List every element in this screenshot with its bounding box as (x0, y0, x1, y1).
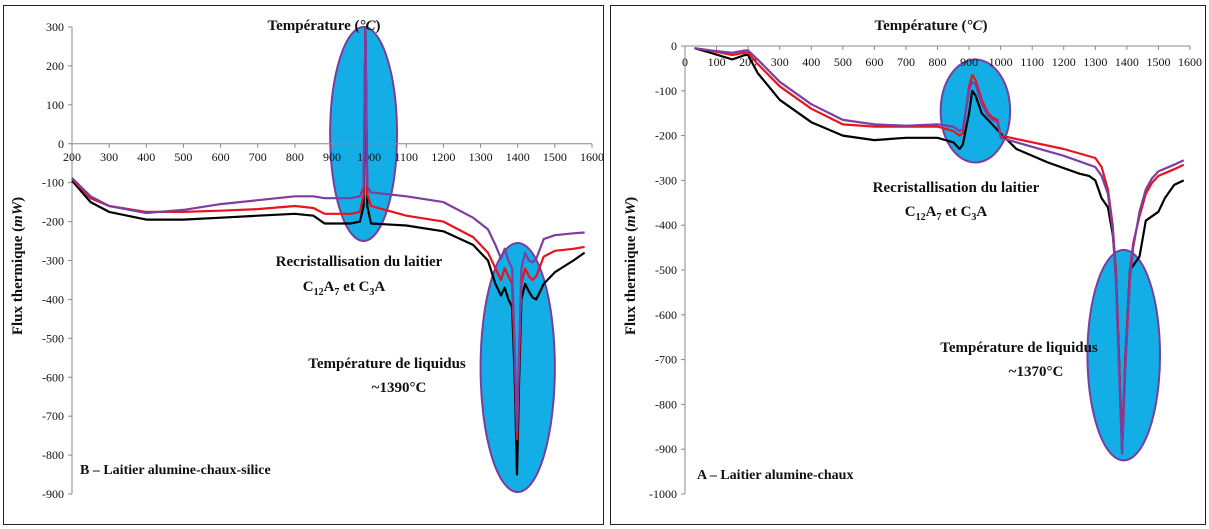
chart-a-series-line-0 (694, 47, 1185, 453)
chart-a-liquidus-annotation: Température de liquidus (940, 340, 1098, 356)
chart-b-y-tick-label: -700 (42, 409, 64, 423)
chart-b-x-tick-label: 400 (137, 150, 155, 164)
chart-b-x-tick-label: 500 (174, 150, 192, 164)
chart-a-y-tick-label: -1000 (649, 487, 677, 501)
chart-b-x-tick-label: 200 (63, 150, 81, 164)
chart-b-x-tick-label: 1300 (469, 150, 493, 164)
chart-b-series-line-0 (71, 25, 586, 476)
chart-a-labels: Température (°C) Flux thermique (mW) Rec… (623, 18, 1098, 483)
chart-a-x-tick-label: 1300 (1083, 55, 1107, 69)
chart-a-highlight-ellipse-0 (939, 58, 1012, 164)
chart-a-y-tick-label: -900 (655, 442, 677, 456)
chart-b-x-tick-label: 300 (100, 150, 118, 164)
chart-a-x-tick-label: 700 (897, 55, 915, 69)
chart-a-y-tick-label: -400 (655, 218, 677, 232)
chart-b-x-tick-label: 1400 (506, 150, 530, 164)
chart-a-x-tick-label: 600 (865, 55, 883, 69)
chart-b-y-axis-title: Flux thermique (mW) (10, 197, 26, 335)
chart-b-y-tick-label: 100 (46, 98, 64, 112)
chart-a-x-tick-label: 400 (802, 55, 820, 69)
chart-b-y-tick-label: -400 (42, 292, 64, 306)
chart-b-axes: 3002001000-100-200-300-400-500-600-700-8… (42, 20, 604, 501)
chart-a-x-tick-label: 1400 (1115, 55, 1139, 69)
chart-b-series-line-2 (71, 25, 585, 433)
chart-a-x-tick-label: 900 (960, 55, 978, 69)
chart-a-highlight-ellipse-1 (1086, 248, 1162, 462)
chart-a-svg: 0 -100 -200 -300 -400 -500 -600 -700 -800 -900 -10… (623, 18, 1202, 501)
chart-b-labels: Température (°C) Flux thermique (mW) Rec… (10, 18, 466, 478)
chart-b-x-tick-label: 1500 (543, 150, 567, 164)
chart-b-y-tick-label: -900 (42, 487, 64, 501)
chart-a-phases-annotation: C12A7 et C3A (905, 204, 988, 223)
chart-b-x-tick-label: 600 (212, 150, 230, 164)
chart-a-y-axis-title: Flux thermique (mW) (623, 197, 639, 335)
chart-b-y-tick-label: -600 (42, 370, 64, 384)
chart-a-y-tick-label: -100 (655, 84, 677, 98)
panel-a-chart: 0 -100 -200 -300 -400 -500 -600 -700 -800 -900 -10… (610, 5, 1206, 525)
chart-a-y-tick-label: -800 (655, 397, 677, 411)
chart-a-liquidus-temp: ~1370°C (1009, 364, 1064, 380)
chart-b-recryst-annotation: Recristallisation du laitier (276, 254, 443, 270)
chart-b-liquidus-temp: ~1390°C (372, 380, 427, 396)
chart-a-panel-label: A – Laitier alumine-chaux (697, 468, 853, 483)
chart-b-y-tick-label: 200 (46, 59, 64, 73)
chart-b-y-tick-label: -500 (42, 331, 64, 345)
chart-b-series-line-1 (71, 25, 585, 441)
panel-b-chart: 300 200 100 0 -100 -200 -300 -400 -500 -600 -700 -8… (3, 5, 604, 525)
chart-b-x-tick-label: 700 (249, 150, 267, 164)
chart-a-y-tick-label: -200 (655, 129, 677, 143)
chart-a-series-line-2 (694, 47, 1185, 455)
chart-a-y-tick-label: -600 (655, 308, 677, 322)
chart-a-y-tick-label: -300 (655, 173, 677, 187)
chart-b-y-tick-label: -300 (42, 254, 64, 268)
chart-b-phases-annotation: C12A7 et C3A (303, 279, 386, 298)
chart-b-x-tick-label: 1100 (395, 150, 419, 164)
chart-b-y-tick-label: -200 (42, 215, 64, 229)
chart-b-y-tick-label: 0 (58, 137, 64, 151)
chart-b-y-tick-label: -800 (42, 448, 64, 462)
chart-b-y-tick-label: 300 (46, 20, 64, 34)
chart-b-series (71, 25, 586, 476)
chart-a-y-tick-label: -700 (655, 353, 677, 367)
chart-a-x-tick-label: 100 (708, 55, 726, 69)
chart-a-x-tick-label: 0 (682, 55, 688, 69)
chart-a-x-tick-label: 800 (929, 55, 947, 69)
chart-b-svg: 3002001000-100-200-300-400-500-600-700-8… (10, 18, 604, 501)
chart-a-x-tick-label: 1200 (1052, 55, 1076, 69)
chart-a-x-axis-title: Température (°C) (874, 18, 987, 34)
chart-a-x-tick-label: 500 (834, 55, 852, 69)
chart-b-x-tick-label: 1600 (580, 150, 604, 164)
chart-a-y-tick-label: 0 (671, 39, 677, 53)
chart-b-x-tick-label: 900 (323, 150, 341, 164)
chart-b-x-tick-label: 1200 (431, 150, 455, 164)
chart-b-x-tick-label: 1000 (357, 150, 381, 164)
chart-b-panel-label: B – Laitier alumine-chaux-silice (80, 463, 271, 478)
chart-a-series (694, 47, 1185, 455)
chart-a-x-tick-label: 1000 (989, 55, 1013, 69)
chart-b-x-tick-label: 800 (286, 150, 304, 164)
chart-a-x-tick-label: 300 (771, 55, 789, 69)
chart-b-y-tick-label: -100 (42, 176, 64, 190)
chart-a-highlights (939, 58, 1162, 462)
chart-a-x-tick-label: 1600 (1178, 55, 1202, 69)
chart-b-x-axis-title: Température (°C) (267, 18, 380, 34)
chart-a-recryst-annotation: Recristallisation du laitier (873, 180, 1040, 196)
chart-b-liquidus-annotation: Température de liquidus (308, 356, 466, 372)
chart-a-y-tick-label: -500 (655, 263, 677, 277)
chart-a-x-tick-label: 1500 (1146, 55, 1170, 69)
chart-a-x-tick-label: 1100 (1020, 55, 1044, 69)
